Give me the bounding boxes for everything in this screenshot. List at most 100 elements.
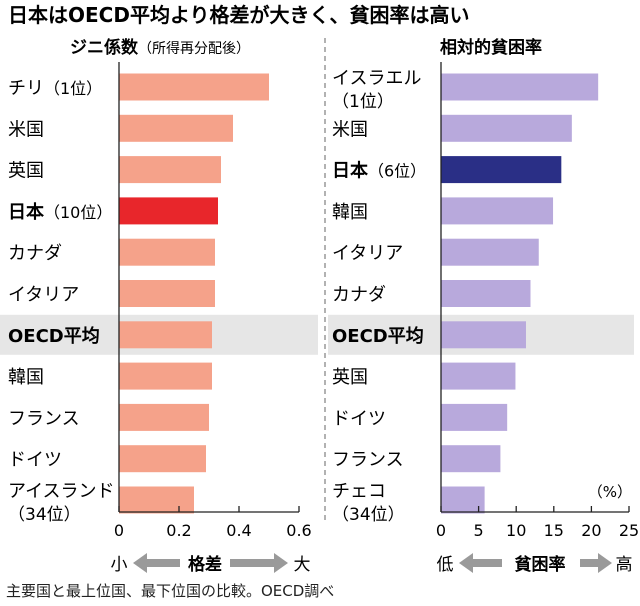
poverty-bar — [441, 238, 539, 266]
poverty-bar — [441, 197, 554, 225]
gini-category-label: カナダ — [8, 243, 62, 264]
gini-category-name: 英国 — [8, 161, 44, 182]
gini-category-name: 米国 — [8, 119, 44, 140]
poverty-category-label: カナダ — [332, 285, 386, 306]
poverty-unit-label: （%） — [588, 483, 632, 501]
poverty-category-name: OECD平均 — [332, 325, 424, 347]
gini-category-name: イタリア — [8, 285, 79, 306]
gini-category-label: OECD平均 — [8, 325, 100, 347]
poverty-category-label: 韓国 — [332, 202, 368, 223]
gini-bar — [119, 114, 233, 142]
poverty-axis-low: 低 — [437, 555, 454, 575]
gini-axis-caption: 小 格差 大 — [111, 553, 311, 575]
poverty-category-label: 日本（6位） — [332, 160, 426, 182]
gini-axis-high: 大 — [294, 555, 311, 575]
gini-category-label: 日本（10位） — [8, 201, 112, 223]
poverty-bar — [441, 321, 526, 349]
gini-category-label: 米国 — [8, 119, 44, 140]
poverty-category-name: 日本 — [332, 160, 368, 182]
gini-category-label: ドイツ — [8, 450, 62, 471]
gini-bar — [119, 486, 194, 514]
gini-category-note: （10位） — [44, 203, 112, 222]
gini-arrow-left-icon — [133, 553, 180, 573]
poverty-axis-high: 高 — [616, 555, 633, 575]
poverty-bar — [441, 445, 501, 473]
gini-category-name: フランス — [8, 408, 80, 429]
gini-bar — [119, 238, 215, 266]
poverty-bar — [441, 362, 516, 390]
footer-note: 主要国と最上位国、最下位国の比較。OECD調べ — [6, 582, 334, 600]
gini-arrow-right-icon — [230, 553, 288, 573]
poverty-bar — [441, 403, 508, 431]
gini-category-name: 韓国 — [8, 367, 44, 388]
gini-category-label: イタリア — [8, 285, 79, 306]
poverty-category-label: イタリア — [332, 243, 403, 264]
poverty-x-tick-label: 5 — [474, 521, 484, 540]
gini-category-name: カナダ — [8, 243, 62, 264]
gini-category-note: （34位） — [8, 505, 81, 525]
poverty-category-name: 米国 — [332, 119, 368, 140]
poverty-x-tick-label: 0 — [436, 521, 446, 540]
gini-category-label: 英国 — [8, 161, 44, 182]
gini-category-name: チリ — [8, 78, 44, 99]
poverty-category-name: イタリア — [332, 243, 403, 264]
poverty-category-label: チェコ — [332, 481, 386, 502]
right-panel-title: 相対的貧困率 — [440, 37, 542, 58]
poverty-axis-name: 貧困率 — [515, 554, 566, 575]
gini-x-tick-label: 0.2 — [166, 521, 191, 540]
poverty-category-note: （6位） — [368, 162, 426, 181]
poverty-category-label: 米国 — [332, 119, 368, 140]
poverty-x-tick-label: 10 — [506, 521, 526, 540]
gini-category-note: （1位） — [44, 79, 102, 98]
gini-category-name: 日本 — [8, 201, 44, 223]
left-title-main: ジニ係数 — [70, 37, 139, 58]
poverty-axis-caption: 低 貧困率 高 — [437, 553, 633, 575]
gini-axis-name: 格差 — [188, 554, 222, 575]
poverty-category-note: （34位） — [332, 505, 405, 525]
gini-bar — [119, 73, 269, 101]
gini-bar — [119, 403, 209, 431]
poverty-x-tick-label: 25 — [619, 521, 639, 540]
gini-bar — [119, 156, 221, 184]
poverty-category-name: 英国 — [332, 367, 368, 388]
poverty-category-note: （1位） — [332, 92, 394, 112]
gini-bar — [119, 445, 206, 473]
left-title-sub: （所得再分配後） — [138, 40, 250, 57]
gini-category-name: ドイツ — [8, 450, 62, 471]
poverty-category-label: フランス — [332, 450, 404, 471]
gini-bar — [119, 280, 215, 307]
poverty-bar — [441, 280, 531, 307]
poverty-category-label: イスラエル — [332, 68, 421, 89]
poverty-arrow-right-icon — [580, 553, 612, 573]
poverty-category-label: ドイツ — [332, 408, 386, 429]
gini-category-name: OECD平均 — [8, 325, 100, 347]
poverty-category-label: OECD平均 — [332, 325, 424, 347]
poverty-category-name: カナダ — [332, 285, 386, 306]
poverty-category-name: 韓国 — [332, 202, 368, 223]
poverty-category-label: 英国 — [332, 367, 368, 388]
poverty-category-name: フランス — [332, 450, 404, 471]
gini-x-tick-label: 0.4 — [226, 521, 251, 540]
poverty-bar — [441, 486, 485, 514]
poverty-arrow-left-icon — [459, 553, 502, 573]
poverty-bar — [441, 114, 572, 142]
gini-axis-low: 小 — [111, 555, 128, 575]
gini-category-label: 韓国 — [8, 367, 44, 388]
poverty-category-name: ドイツ — [332, 408, 386, 429]
poverty-bar — [441, 156, 562, 184]
poverty-x-tick-label: 15 — [544, 521, 564, 540]
chart-title: 日本はOECD平均より格差が大きく、貧困率は高い — [8, 3, 470, 27]
gini-category-label: フランス — [8, 408, 80, 429]
gini-category-label: チリ（1位） — [8, 78, 102, 99]
left-panel-title: ジニ係数（所得再分配後） — [70, 37, 250, 58]
gini-x-tick-label: 0.6 — [286, 521, 311, 540]
gini-bar — [119, 362, 212, 390]
gini-x-tick-label: 0 — [114, 521, 124, 540]
poverty-x-tick-label: 20 — [581, 521, 601, 540]
gini-bar — [119, 321, 212, 349]
poverty-bar — [441, 73, 599, 101]
gini-bar — [119, 197, 218, 225]
